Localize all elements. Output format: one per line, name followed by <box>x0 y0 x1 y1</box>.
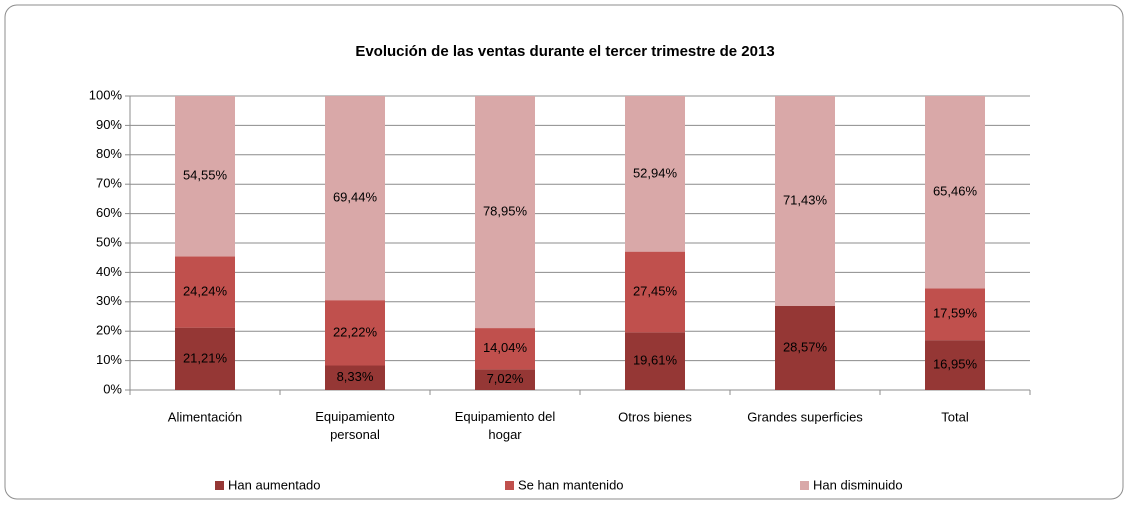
data-label: 19,61% <box>633 353 678 368</box>
legend-swatch <box>505 481 514 490</box>
y-tick-label: 80% <box>96 146 122 161</box>
y-tick-label: 30% <box>96 293 122 308</box>
data-label: 54,55% <box>183 168 228 183</box>
legend-label: Han disminuido <box>813 477 903 492</box>
bar-segment <box>325 300 385 366</box>
bar-segment <box>325 96 385 301</box>
y-tick-label: 70% <box>96 176 122 191</box>
bar-segment <box>175 96 235 257</box>
data-label: 78,95% <box>483 203 528 218</box>
bar-segment <box>475 95 535 329</box>
bar-segment <box>175 256 235 328</box>
legend-swatch <box>800 481 809 490</box>
y-tick-label: 90% <box>96 117 122 132</box>
y-tick-label: 10% <box>96 352 122 367</box>
bar-segment <box>475 369 535 390</box>
legend-swatch <box>215 481 224 490</box>
y-tick-label: 20% <box>96 323 122 338</box>
legend-label: Se han mantenido <box>518 477 624 492</box>
bar-segment <box>625 251 685 333</box>
data-label: 7,02% <box>487 371 524 386</box>
data-label: 8,33% <box>337 369 374 384</box>
bar-segment <box>775 96 835 307</box>
bar-segment <box>925 340 985 390</box>
x-tick-label: Alimentación <box>168 409 242 424</box>
bar-segment <box>625 96 685 252</box>
bar-segment <box>325 365 385 390</box>
x-tick-label: Equipamiento personal <box>315 409 395 442</box>
x-tick-label: Otros bienes <box>618 409 692 424</box>
y-tick-label: 60% <box>96 205 122 220</box>
data-label: 17,59% <box>933 306 978 321</box>
x-tick-label: Equipamiento del hogar <box>455 409 556 442</box>
y-tick-label: 100% <box>89 87 123 102</box>
legend-label: Han aumentado <box>228 477 321 492</box>
data-label: 69,44% <box>333 190 378 205</box>
y-tick-label: 50% <box>96 234 122 249</box>
data-label: 65,46% <box>933 184 978 199</box>
data-label: 52,94% <box>633 165 678 180</box>
data-label: 71,43% <box>783 192 828 207</box>
data-label: 24,24% <box>183 283 228 298</box>
data-label: 14,04% <box>483 340 528 355</box>
y-tick-label: 0% <box>103 381 122 396</box>
bar-segment <box>175 327 235 390</box>
data-label: 16,95% <box>933 357 978 372</box>
chart-frame <box>4 4 1124 500</box>
chart-title: Evolución de las ventas durante el terce… <box>355 43 774 60</box>
bar-segment <box>475 328 535 370</box>
data-label: 27,45% <box>633 283 678 298</box>
data-label: 21,21% <box>183 350 228 365</box>
x-tick-label: Total <box>941 409 969 424</box>
y-tick-label: 40% <box>96 264 122 279</box>
data-label: 22,22% <box>333 324 378 339</box>
data-label: 28,57% <box>783 339 828 354</box>
bar-segment <box>625 332 685 390</box>
bar-segment <box>925 288 985 341</box>
bar-segment <box>775 306 835 390</box>
bar-segment <box>925 96 985 289</box>
x-tick-label: Grandes superficies <box>747 409 863 424</box>
